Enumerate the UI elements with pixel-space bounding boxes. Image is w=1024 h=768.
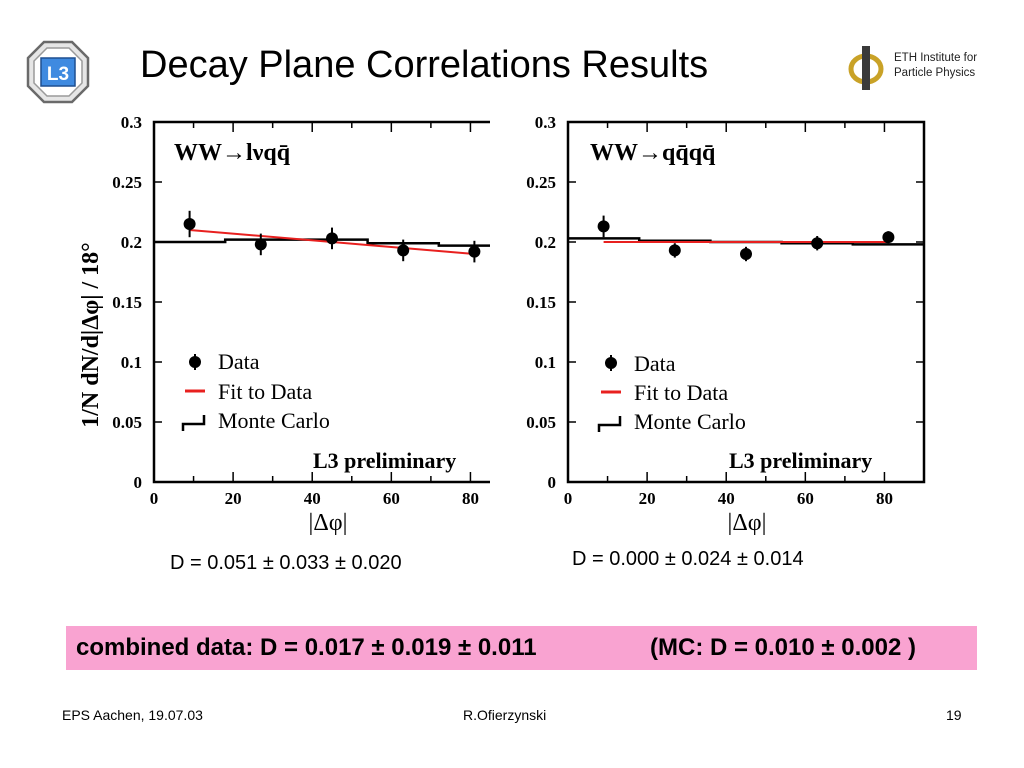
legend: Data Fit to Data Monte Carlo	[597, 351, 746, 434]
x-tick-label: 0	[150, 489, 159, 508]
plot-frame	[566, 120, 926, 484]
eth-logo-line2: Particle Physics	[894, 67, 976, 79]
y-tick-label: 0.25	[526, 173, 556, 192]
d-result-right: D = 0.000 ± 0.024 ± 0.014	[572, 548, 804, 570]
y-tick-label: 0.2	[535, 233, 556, 252]
data-point	[254, 238, 267, 251]
x-tick-label: 80	[462, 489, 479, 508]
preliminary-label: L3 preliminary	[729, 448, 872, 473]
x-axis-label: |Δφ|	[309, 510, 348, 536]
legend-mc-marker	[181, 415, 206, 431]
data-point	[326, 232, 338, 245]
legend-data-label: Data	[218, 349, 260, 374]
x-axis-label: |Δφ|	[728, 510, 767, 536]
data-point	[597, 220, 610, 233]
chart-left: 0 0.05 0.1 0.15 0.2 0.25 0.3 0 20 40 60 80 WW→lνqq…	[78, 113, 490, 536]
y-tick-label: 0.15	[526, 293, 556, 312]
l3-logo-text: L3	[47, 64, 69, 85]
legend-data-label: Data	[634, 351, 676, 376]
d-result-left: D = 0.051 ± 0.033 ± 0.020	[170, 552, 402, 574]
y-tick-label: 0.1	[121, 353, 142, 372]
l3-logo: L3	[26, 40, 90, 104]
eth-logo-line1: ETH Institute for	[894, 52, 978, 64]
channel-label: WW→qq̄qq̄	[590, 140, 716, 166]
combined-result-box: combined data: D = 0.017 ± 0.019 ± 0.011…	[66, 626, 977, 670]
y-tick-label: 0.15	[112, 293, 142, 312]
x-tick-label: 80	[876, 489, 893, 508]
combined-data-text: combined data: D = 0.017 ± 0.019 ± 0.011	[76, 634, 537, 661]
legend-mc-label: Monte Carlo	[634, 409, 746, 434]
y-tick-label: 0.3	[121, 113, 142, 132]
y-tick-label: 0	[548, 473, 557, 492]
legend-mc-marker	[597, 416, 622, 432]
monte-carlo-histogram	[154, 238, 490, 247]
preliminary-label: L3 preliminary	[313, 448, 456, 473]
x-tick-label: 40	[304, 489, 321, 508]
y-tick-label: 0	[134, 473, 143, 492]
data-point	[740, 248, 752, 260]
footer-author: R.Ofierzynski	[463, 707, 547, 723]
footer-event: EPS Aachen, 19.07.03	[62, 707, 203, 723]
y-tick-label: 0.1	[535, 353, 556, 372]
data-point	[882, 231, 895, 244]
y-tick-label: 0.3	[535, 113, 556, 132]
y-tick-label: 0.2	[121, 233, 142, 252]
legend: Data Fit to Data Monte Carlo	[181, 349, 330, 433]
data-point	[397, 244, 410, 257]
footer-page-number: 19	[946, 707, 962, 723]
x-tick-label: 40	[718, 489, 735, 508]
x-tick-label: 20	[639, 489, 656, 508]
chart-right: 0 0.05 0.1 0.15 0.2 0.25 0.3 0 20 40 60 80 WW→qq̄q…	[526, 113, 926, 536]
slide-title: Decay Plane Correlations Results	[140, 44, 709, 86]
data-point	[468, 245, 481, 258]
data-point	[668, 244, 681, 257]
y-tick-label: 0.05	[526, 413, 556, 432]
eth-logo: ETH Institute for Particle Physics	[846, 42, 992, 92]
combined-mc-text: (MC: D = 0.010 ± 0.002 )	[650, 634, 916, 661]
data-point	[811, 237, 824, 250]
y-tick-label: 0.25	[112, 173, 142, 192]
phi-icon	[848, 46, 884, 90]
x-tick-label: 20	[225, 489, 242, 508]
x-tick-label: 60	[383, 489, 400, 508]
channel-label: WW→lνqq̄	[174, 140, 291, 166]
data-point	[183, 218, 196, 230]
legend-fit-label: Fit to Data	[218, 379, 312, 404]
legend-fit-label: Fit to Data	[634, 380, 728, 405]
x-tick-label: 0	[564, 489, 573, 508]
y-tick-label: 0.05	[112, 413, 142, 432]
legend-mc-label: Monte Carlo	[218, 408, 330, 433]
x-tick-label: 60	[797, 489, 814, 508]
y-axis-label: 1/N dN/d|Δφ| / 18°	[78, 242, 104, 428]
